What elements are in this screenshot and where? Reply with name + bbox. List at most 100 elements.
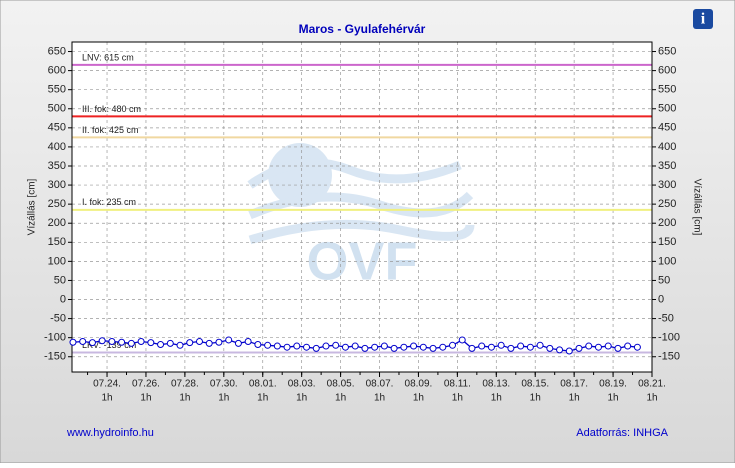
data-point [429,344,437,352]
data-point [332,341,340,349]
y2-tick-label: 450 [658,122,676,134]
y-tick-label: 400 [48,141,66,153]
x-tick-sublabel: 1h [179,393,190,404]
data-point [195,337,203,345]
y-tick-label: 450 [48,122,66,134]
data-point [371,343,379,351]
y2-tick-label: 350 [658,160,676,172]
data-point [410,342,418,350]
x-tick-sublabel: 1h [218,393,229,404]
x-tick-label: 08.07. [366,379,394,390]
data-point [546,344,554,352]
x-tick-label: 08.09. [405,379,433,390]
x-tick-label: 08.21. [638,379,666,390]
data-point [536,341,544,349]
data-point [419,343,427,351]
x-tick-sublabel: 1h [140,393,151,404]
data-point [439,343,447,351]
x-tick-sublabel: 1h [374,393,385,404]
reference-label: III. fok: 480 cm [82,104,141,114]
data-point [390,344,398,352]
data-point [507,344,515,352]
reference-label: LKV: -139 cm [82,340,136,350]
y2-tick-label: 400 [658,141,676,153]
y-tick-label: 250 [48,198,66,210]
y2-axis-title: Vízállás [cm] [691,179,702,236]
plot-frame [71,41,653,373]
y2-tick-label: 0 [658,293,664,305]
x-tick-label: 08.13. [482,379,510,390]
data-point [166,339,174,347]
x-tick-sublabel: 1h [335,393,346,404]
footer-link[interactable]: www.hydroinfo.hu [66,427,154,439]
x-tick-sublabel: 1h [491,393,502,404]
reference-label: LNV: 615 cm [82,52,134,62]
data-point [614,344,622,352]
reference-label: I. fok: 235 cm [82,197,136,207]
data-point [244,337,252,345]
y2-tick-label: -50 [658,312,674,324]
data-point [273,342,281,350]
x-tick-sublabel: 1h [101,393,112,404]
y-tick-label: 0 [60,293,66,305]
y-tick-label: 650 [48,45,66,57]
y-tick-label: -100 [44,332,66,344]
footer-source: Adatforrás: INHGA [576,427,668,439]
plot-area [72,42,652,372]
data-point [234,339,242,347]
x-tick-label: 08.05. [327,379,355,390]
y2-tick-label: 600 [658,65,676,77]
data-point [449,341,457,349]
x-tick-label: 07.26. [132,379,160,390]
data-point [88,339,96,347]
data-point [79,337,87,345]
data-point [98,337,106,345]
y-tick-label: 100 [48,255,66,267]
info-button[interactable] [693,9,713,29]
data-point [380,342,388,350]
data-point [293,342,301,350]
x-tick-label: 08.15. [521,379,549,390]
data-point [497,341,505,349]
x-tick-label: 07.28. [171,379,199,390]
x-tick-label: 07.30. [210,379,238,390]
data-point [215,338,223,346]
y2-tick-label: 550 [658,84,676,96]
y2-tick-label: -100 [658,332,680,344]
x-tick-label: 08.11. [444,379,471,390]
data-point [283,343,291,351]
y2-tick-label: 150 [658,236,676,248]
x-tick-sublabel: 1h [413,393,424,404]
chart-title: Maros - Gyulafehérvár [299,22,426,36]
y2-tick-label: 250 [658,198,676,210]
data-point [575,344,583,352]
data-point [341,343,349,351]
x-tick-label: 08.01. [249,379,277,390]
data-point [186,339,194,347]
data-point [556,346,564,354]
data-point [118,338,126,346]
data-point [585,342,593,350]
y2-tick-label: -150 [658,351,680,363]
data-point [254,341,262,349]
y-tick-label: 150 [48,236,66,248]
data-point [264,341,272,349]
y-tick-label: -50 [50,312,66,324]
watermark-logo [247,143,475,245]
y-tick-label: 550 [48,84,66,96]
data-point [565,347,573,355]
info-icon[interactable]: i [701,11,706,28]
y2-tick-label: 300 [658,179,676,191]
y-tick-label: 350 [48,160,66,172]
y2-tick-label: 650 [658,45,676,57]
data-point [478,342,486,350]
reference-label: II. fok: 425 cm [82,125,139,135]
y-tick-label: 200 [48,217,66,229]
x-tick-sublabel: 1h [452,393,463,404]
data-point [458,336,466,344]
x-tick-label: 07.24. [93,379,121,390]
data-point [594,343,602,351]
x-tick-sublabel: 1h [646,393,657,404]
y2-tick-label: 500 [658,103,676,115]
